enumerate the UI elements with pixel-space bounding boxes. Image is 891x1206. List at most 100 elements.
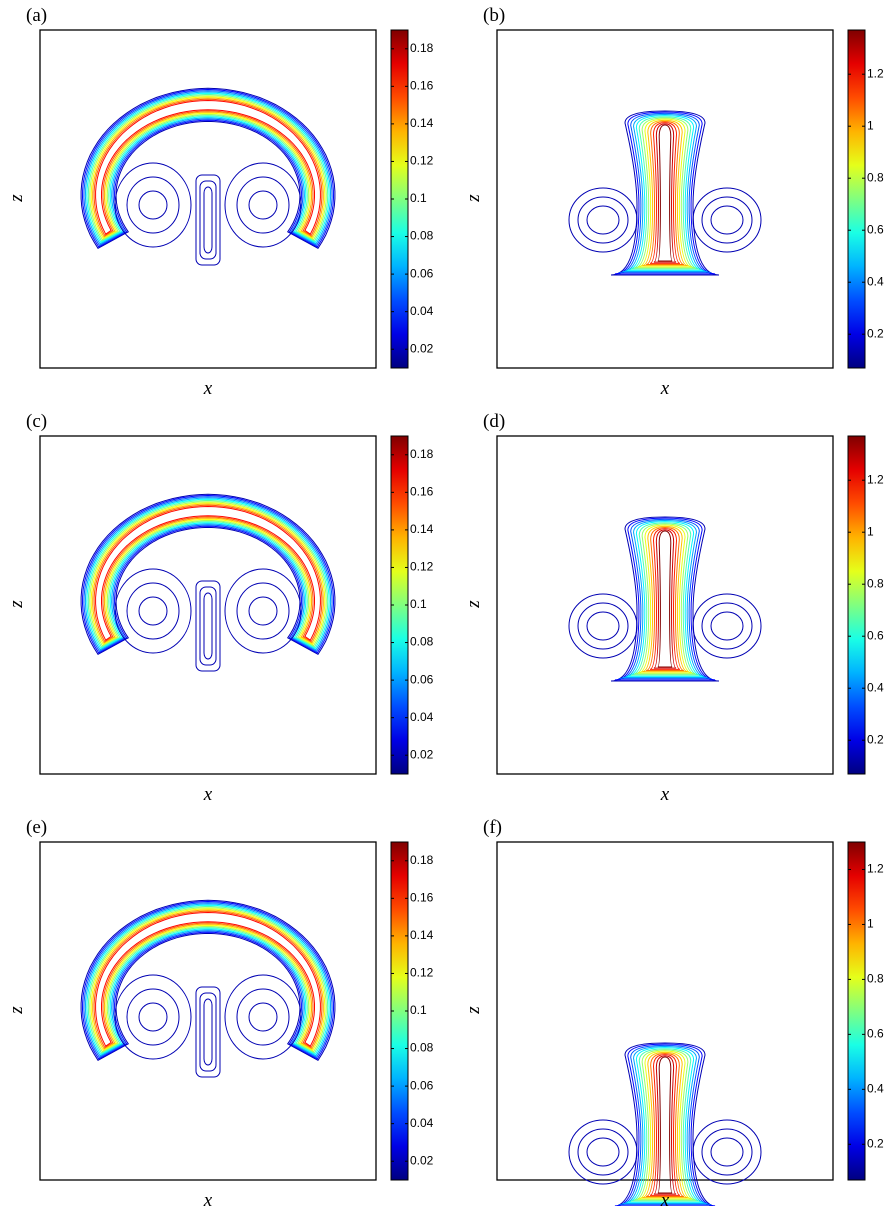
colorbar-tick-label: 0.16 (410, 79, 434, 93)
plot-frame (39, 841, 377, 1181)
colorbar-tick-label: 0.12 (410, 154, 434, 168)
contour-line (642, 525, 688, 673)
contour-line (83, 90, 333, 247)
contour-line (114, 568, 192, 654)
contour-line (236, 988, 290, 1046)
contour-line (138, 596, 168, 626)
contour-line (90, 502, 326, 645)
contour-line (586, 205, 620, 235)
contour-line (195, 580, 221, 672)
contour-line (634, 117, 696, 269)
x-axis-label: x (660, 378, 670, 399)
contour-line (80, 493, 336, 655)
contour-line (93, 910, 323, 1049)
contour-line (568, 187, 638, 253)
contour-line (224, 568, 302, 654)
contour-line (114, 162, 192, 248)
panel-label: (f) (483, 817, 502, 838)
colorbar-tick-label: 0.12 (410, 560, 434, 574)
contour-line (236, 582, 290, 640)
plot-frame (496, 841, 834, 1181)
contour-line (81, 494, 335, 654)
contour-line (618, 1044, 712, 1206)
contour-line (86, 92, 330, 244)
colorbar-tick-label: 0.08 (410, 229, 434, 243)
contour-line (126, 582, 180, 640)
colorbar-tick-label: 0.6 (867, 1027, 884, 1041)
contour-line (577, 196, 629, 244)
plot-frame (496, 435, 834, 775)
contour-line (81, 88, 335, 248)
contour-line (203, 998, 213, 1066)
contour-line (86, 904, 330, 1056)
contour-line (692, 187, 762, 253)
contour-plot: 0.02 0.04 0.06 0.08 0.1 0.12 0.14 0.16 0.18 (a) x z (6, 5, 434, 399)
contour-line (248, 1002, 278, 1032)
colorbar-tick-label: 0.02 (410, 747, 434, 761)
contour-line (645, 526, 685, 671)
colorbar-tick-label: 1 (867, 524, 874, 538)
colorbar-tick-label: 0.8 (867, 170, 884, 184)
contour-plot: 0.02 0.04 0.06 0.08 0.1 0.12 0.14 0.16 0.18 (c) x z (6, 411, 434, 805)
contour-line (89, 907, 327, 1053)
contour-line (657, 1056, 673, 1194)
contour-line (83, 902, 333, 1059)
contour-plot: 0.2 0.4 0.6 0.8 1 1.2 (b) x z (463, 5, 884, 399)
contour-line (95, 911, 321, 1047)
contour-line (634, 523, 696, 675)
colorbar-tick-label: 0.18 (410, 41, 434, 55)
contour-line (80, 87, 336, 249)
colorbar-tick-label: 0.08 (410, 1041, 434, 1055)
panel-label: (a) (26, 5, 47, 26)
contour-line (626, 115, 704, 271)
contour-line (87, 93, 329, 242)
contour-line (710, 611, 744, 641)
y-axis-label: z (463, 1006, 484, 1015)
colorbar-tick-label: 0.16 (410, 485, 434, 499)
panel-label: (d) (483, 411, 505, 432)
contour-line (93, 504, 323, 643)
contour-line (657, 530, 673, 668)
contour-line (90, 96, 326, 239)
colorbar-tick-label: 0.8 (867, 972, 884, 986)
contour-line (93, 98, 323, 237)
contour-line (638, 524, 692, 674)
contour-line (710, 1137, 744, 1167)
colorbar-tick-label: 0.2 (867, 326, 884, 340)
contour-line (649, 1054, 681, 1196)
colorbar-tick-label: 0.14 (410, 522, 434, 536)
colorbar-tick-label: 0.4 (867, 680, 884, 694)
contour-line (87, 499, 329, 648)
contour-line (586, 1137, 620, 1167)
colorbar-tick-label: 0.6 (867, 222, 884, 236)
plot-frame (39, 435, 377, 775)
contour-line (138, 190, 168, 220)
contour-line (89, 501, 327, 647)
contour-line (89, 95, 327, 241)
contour-line (645, 120, 685, 265)
colorbar-tick-label: 0.2 (867, 732, 884, 746)
contour-line (126, 988, 180, 1046)
colorbar-tick-label: 0.02 (410, 341, 434, 355)
contour-line (586, 611, 620, 641)
panel-label: (c) (26, 411, 47, 432)
contour-line (653, 529, 677, 669)
colorbar (847, 435, 866, 775)
colorbar-tick-label: 1 (867, 917, 874, 931)
colorbar-tick-label: 0.4 (867, 274, 884, 288)
y-axis-label: z (6, 1006, 27, 1015)
colorbar-tick-label: 1 (867, 118, 874, 132)
colorbar-tick-label: 0.4 (867, 1081, 884, 1095)
contour-line (701, 1128, 753, 1176)
x-axis-label: x (660, 784, 670, 805)
colorbar-tick-label: 0.04 (410, 1116, 434, 1130)
plot-frame (496, 29, 834, 369)
contour-line (95, 99, 321, 235)
contour-line (653, 123, 677, 263)
colorbar-tick-label: 0.08 (410, 635, 434, 649)
colorbar-tick-label: 0.16 (410, 891, 434, 905)
contour-line (638, 1050, 692, 1200)
contour-line (224, 162, 302, 248)
colorbar-tick-label: 0.12 (410, 966, 434, 980)
colorbar-tick-label: 1.2 (867, 472, 884, 486)
